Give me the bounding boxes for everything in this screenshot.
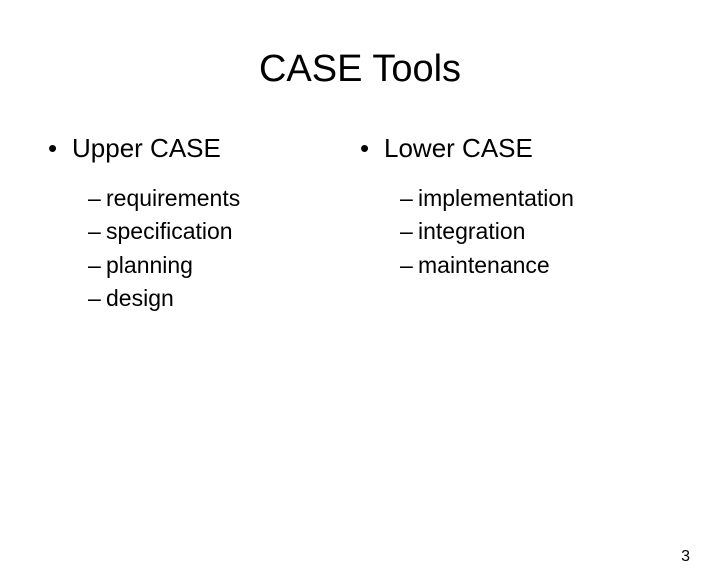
list-item-text: planning — [106, 249, 193, 282]
right-list: – implementation – integration – mainten… — [360, 182, 672, 282]
right-heading-text: Lower CASE — [384, 133, 533, 164]
list-item: – maintenance — [400, 249, 672, 282]
dash-icon: – — [88, 182, 106, 215]
list-item: – integration — [400, 215, 672, 248]
bullet-icon: • — [48, 135, 72, 161]
right-heading: • Lower CASE — [360, 133, 672, 164]
left-column: • Upper CASE – requirements – specificat… — [48, 133, 360, 315]
columns-container: • Upper CASE – requirements – specificat… — [0, 133, 720, 315]
list-item-text: integration — [418, 215, 525, 248]
list-item: – planning — [88, 249, 360, 282]
list-item-text: requirements — [106, 182, 240, 215]
dash-icon: – — [88, 282, 106, 315]
bullet-icon: • — [360, 135, 384, 161]
dash-icon: – — [400, 182, 418, 215]
list-item-text: design — [106, 282, 174, 315]
left-heading: • Upper CASE — [48, 133, 360, 164]
list-item: – specification — [88, 215, 360, 248]
left-heading-text: Upper CASE — [72, 133, 221, 164]
list-item: – implementation — [400, 182, 672, 215]
list-item-text: implementation — [418, 182, 574, 215]
dash-icon: – — [88, 215, 106, 248]
slide-title: CASE Tools — [0, 48, 720, 91]
page-number: 3 — [681, 548, 690, 566]
dash-icon: – — [400, 215, 418, 248]
list-item: – design — [88, 282, 360, 315]
dash-icon: – — [88, 249, 106, 282]
list-item-text: specification — [106, 215, 233, 248]
list-item-text: maintenance — [418, 249, 550, 282]
right-column: • Lower CASE – implementation – integrat… — [360, 133, 672, 315]
dash-icon: – — [400, 249, 418, 282]
left-list: – requirements – specification – plannin… — [48, 182, 360, 315]
list-item: – requirements — [88, 182, 360, 215]
